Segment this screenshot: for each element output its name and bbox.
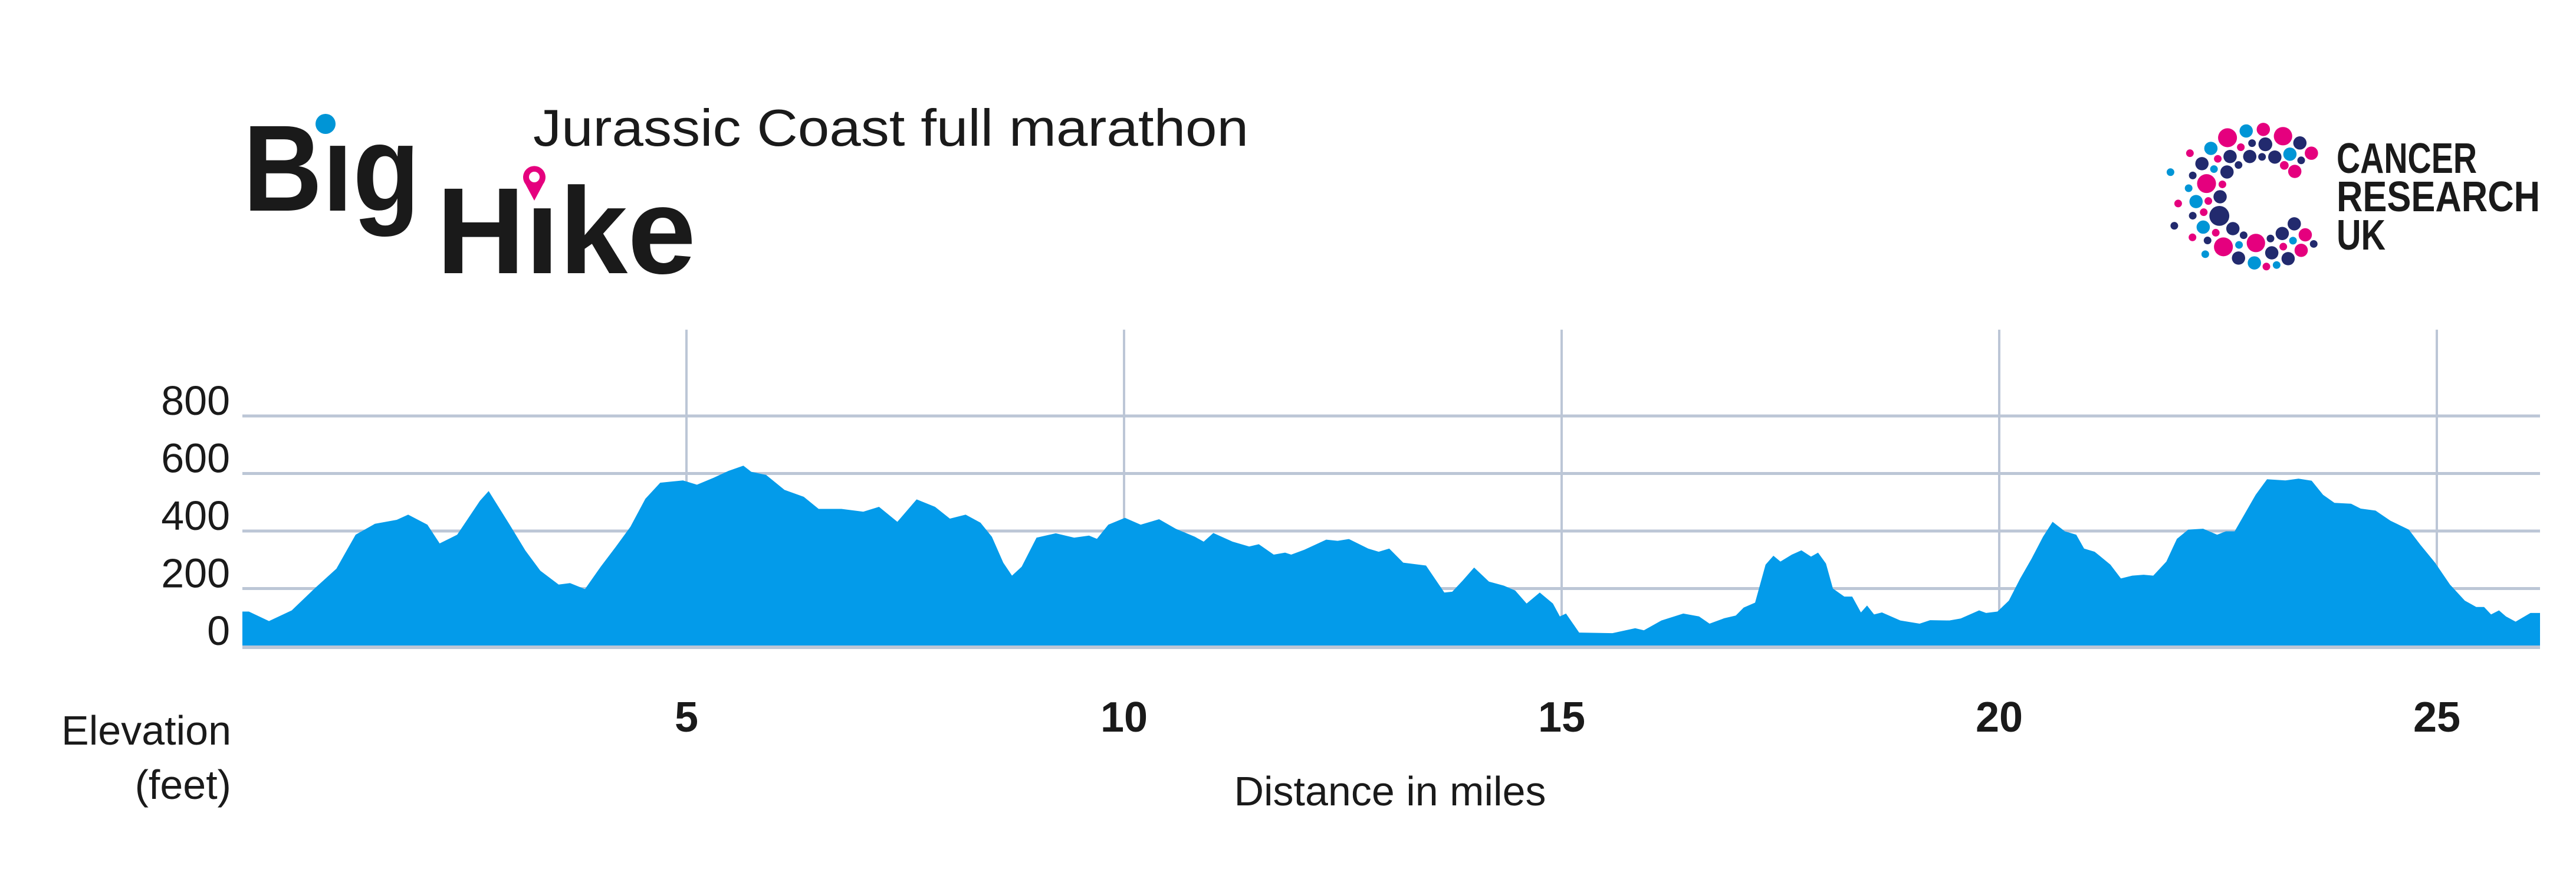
cancer-research-uk-logo: CANCER RESEARCH UK	[2166, 123, 2540, 271]
x-tick-25: 25	[2413, 694, 2460, 741]
cruk-dot	[2305, 146, 2318, 160]
y-axis-label-line2: (feet)	[135, 762, 231, 808]
map-pin-icon	[523, 166, 546, 201]
cruk-dot	[2214, 155, 2222, 163]
cruk-dot	[2262, 263, 2271, 271]
cruk-dot	[2246, 234, 2265, 253]
x-tick-10: 10	[1100, 694, 1148, 741]
logo-blue-dot-icon	[316, 114, 336, 134]
cruk-dot	[2184, 184, 2193, 192]
y-tick-800: 800	[161, 378, 230, 424]
cruk-dot	[2293, 136, 2307, 150]
x-axis-label: Distance in miles	[1234, 768, 1546, 814]
cruk-dot	[2265, 246, 2279, 260]
cruk-dot	[2289, 237, 2297, 245]
x-tick-labels: 5 10 15 20 25	[675, 694, 2460, 741]
cruk-dot	[2223, 149, 2237, 163]
cruk-dot	[2212, 228, 2220, 237]
cruk-dot	[2166, 168, 2174, 176]
cruk-dot	[2174, 199, 2182, 208]
y-tick-labels: 0 200 400 600 800	[161, 378, 230, 654]
cruk-dot	[2268, 150, 2282, 164]
cruk-dot	[2239, 231, 2248, 240]
cruk-dot	[2189, 233, 2197, 241]
cruk-dot	[2294, 244, 2308, 257]
cruk-dot	[2239, 124, 2253, 138]
y-tick-200: 200	[161, 550, 230, 597]
cruk-line2: RESEARCH	[2337, 173, 2540, 221]
cruk-dot	[2196, 220, 2210, 234]
cruk-dot	[2210, 165, 2218, 173]
cruk-dot	[2256, 123, 2271, 136]
cruk-dot	[2204, 197, 2213, 205]
cruk-dot	[2201, 250, 2209, 258]
x-axis-baseline	[242, 645, 2540, 649]
cruk-dot	[2213, 190, 2227, 204]
cruk-dot	[2170, 222, 2179, 230]
cruk-dot	[2200, 208, 2208, 217]
cruk-dot	[2218, 180, 2226, 188]
cruk-dot	[2218, 128, 2237, 148]
cruk-dot	[2309, 240, 2318, 248]
cruk-dot	[2288, 217, 2301, 231]
cruk-dot	[2298, 228, 2312, 242]
cruk-dot	[2258, 137, 2272, 152]
cruk-line1: CANCER	[2337, 135, 2477, 182]
cruk-dot	[2288, 165, 2302, 178]
cruk-dot	[2186, 149, 2194, 158]
x-tick-15: 15	[1538, 694, 1585, 741]
cruk-dot	[2189, 195, 2203, 208]
cruk-dots-icon	[2166, 123, 2318, 271]
big-hike-logo: Bıg Hıke	[243, 100, 696, 300]
cruk-dot	[2273, 127, 2292, 146]
cruk-dot	[2189, 171, 2197, 179]
cruk-dot	[2203, 237, 2212, 245]
cruk-dot	[2220, 165, 2234, 179]
elevation-area	[242, 466, 2540, 646]
cruk-dot	[2214, 237, 2233, 257]
cruk-dot	[2204, 142, 2218, 155]
cruk-dot	[2248, 139, 2256, 148]
cruk-dot	[2209, 206, 2230, 226]
cruk-dot	[2197, 174, 2216, 194]
cruk-dot	[2279, 160, 2289, 170]
elevation-chart: 0 200 400 600 800 5 10 15 20 25	[161, 329, 2540, 741]
cruk-dot	[2283, 148, 2297, 161]
cruk-dot	[2235, 161, 2243, 169]
cruk-dot	[2275, 227, 2289, 240]
cruk-dot	[2272, 261, 2281, 269]
y-tick-600: 600	[161, 435, 230, 481]
cruk-dot	[2297, 156, 2305, 165]
y-tick-0: 0	[207, 608, 230, 654]
cruk-dot	[2281, 252, 2295, 266]
cruk-dot	[2279, 242, 2288, 251]
cruk-dot	[2235, 241, 2243, 249]
cruk-dot	[2243, 149, 2257, 163]
y-axis-label-line1: Elevation	[61, 707, 231, 753]
cruk-dot	[2189, 212, 2197, 220]
cruk-dot	[2258, 153, 2266, 161]
cruk-dot	[2226, 222, 2240, 235]
y-tick-400: 400	[161, 493, 230, 539]
cruk-dot	[2232, 251, 2246, 265]
chart-title: Jurassic Coast full marathon	[533, 99, 1248, 157]
cruk-dot	[2237, 143, 2245, 151]
x-tick-20: 20	[1976, 694, 2023, 741]
cruk-dot	[2266, 234, 2275, 242]
cruk-dot	[2195, 157, 2209, 171]
logo-hike-text: Hıke	[436, 163, 696, 300]
cruk-dot	[2248, 256, 2261, 270]
x-tick-5: 5	[675, 694, 698, 741]
cruk-line3: UK	[2337, 212, 2386, 259]
